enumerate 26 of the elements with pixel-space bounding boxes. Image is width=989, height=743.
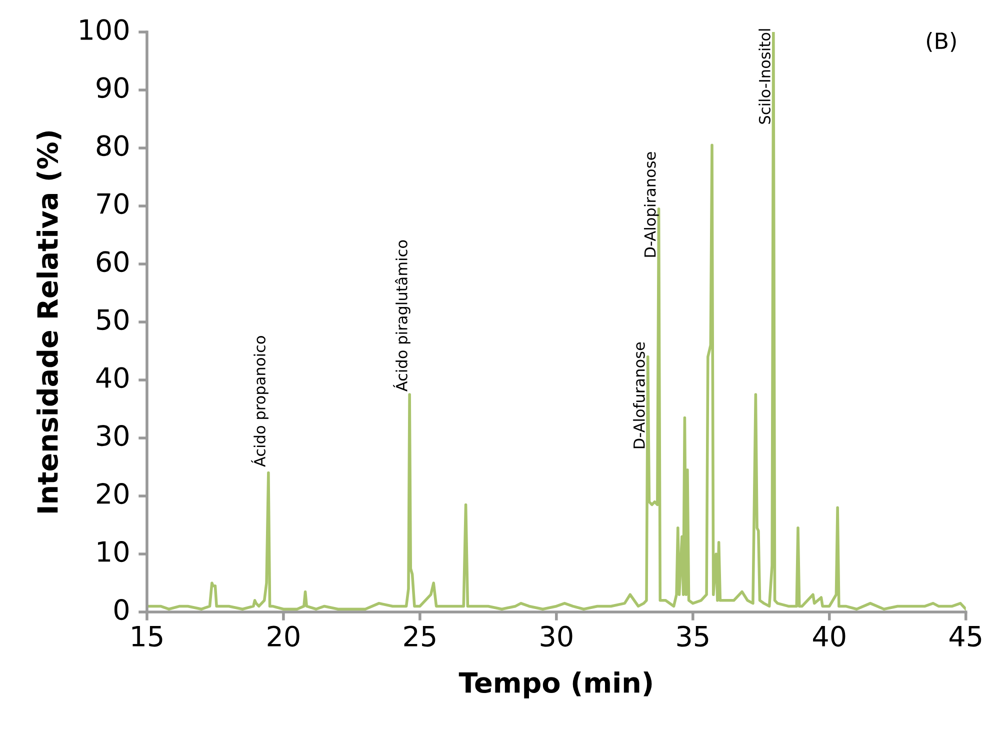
y-tick-label: 10 bbox=[98, 541, 128, 562]
y-tick-label: 50 bbox=[97, 309, 128, 330]
y-tick-label: 30 bbox=[97, 425, 128, 446]
y-axis-title: Intensidade Relativa (%) bbox=[36, 131, 62, 513]
x-tick-label: 45 bbox=[950, 626, 982, 647]
y-tick-label: 20 bbox=[96, 483, 128, 504]
annotation: D-Alopiranose bbox=[644, 152, 659, 257]
y-tick-label: 0 bbox=[114, 599, 128, 620]
x-tick-label: 30 bbox=[540, 626, 572, 647]
x-axis-title: Tempo (min) bbox=[458, 672, 652, 698]
x-tick-label: 20 bbox=[268, 626, 300, 647]
x-tick-label: 35 bbox=[677, 626, 708, 647]
y-tick-label: 70 bbox=[97, 193, 128, 214]
annotation: D-Alofuranose bbox=[633, 342, 645, 448]
y-tick-label: 40 bbox=[96, 367, 128, 388]
x-tick-label: 40 bbox=[813, 626, 846, 647]
y-tick-label: 60 bbox=[96, 251, 128, 272]
annotation: (B) bbox=[926, 32, 956, 52]
x-tick-label: 15 bbox=[132, 626, 162, 647]
annotation: Ácido piraglutâmico bbox=[393, 240, 410, 392]
y-tick-label: 100 bbox=[80, 19, 128, 40]
annotation: Scilo-Inositol bbox=[758, 29, 770, 124]
y-tick-label: 80 bbox=[96, 135, 128, 156]
y-tick-label: 90 bbox=[96, 77, 128, 98]
annotation: Ácido propanoico bbox=[251, 336, 268, 467]
x-tick-label: 25 bbox=[404, 626, 436, 647]
